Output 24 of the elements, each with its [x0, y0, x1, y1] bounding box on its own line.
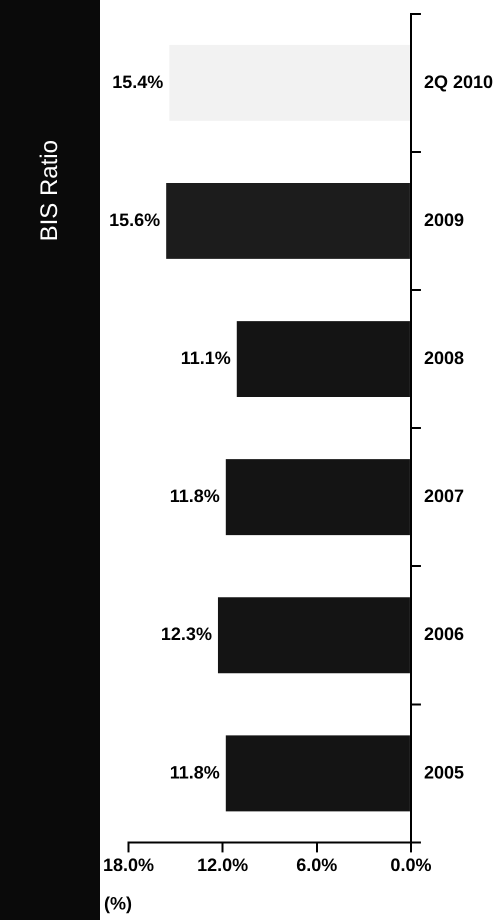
text: BIS Ratio: [36, 140, 64, 242]
bar: [166, 182, 410, 259]
bar: [226, 459, 410, 536]
data-label: 12.3%: [160, 624, 212, 644]
bar: [169, 44, 410, 121]
y-axis-title: (%): [104, 893, 132, 914]
y-tick-label: 2008: [424, 348, 464, 368]
bar: [236, 321, 410, 398]
y-tick-label: 2005: [424, 762, 464, 782]
data-label: 15.6%: [109, 210, 160, 230]
data-label: 11.8%: [170, 762, 220, 782]
x-tick-label: 18.0%: [102, 855, 154, 876]
bar: [218, 597, 410, 674]
y-tick-label: 2007: [424, 486, 464, 506]
data-label: 11.1%: [180, 348, 231, 368]
y-tick-label: 2006: [424, 624, 464, 644]
y-tick-label: 2Q 2010: [424, 72, 494, 92]
bar: [226, 735, 410, 812]
x-tick-label: 12.0%: [197, 855, 248, 876]
x-tick-label: 0.0%: [390, 855, 432, 876]
x-tick-label: 6.0%: [296, 855, 338, 876]
data-label: 11.8%: [170, 486, 220, 506]
data-label: 15.4%: [112, 72, 164, 92]
y-tick-label: 2009: [424, 210, 464, 230]
